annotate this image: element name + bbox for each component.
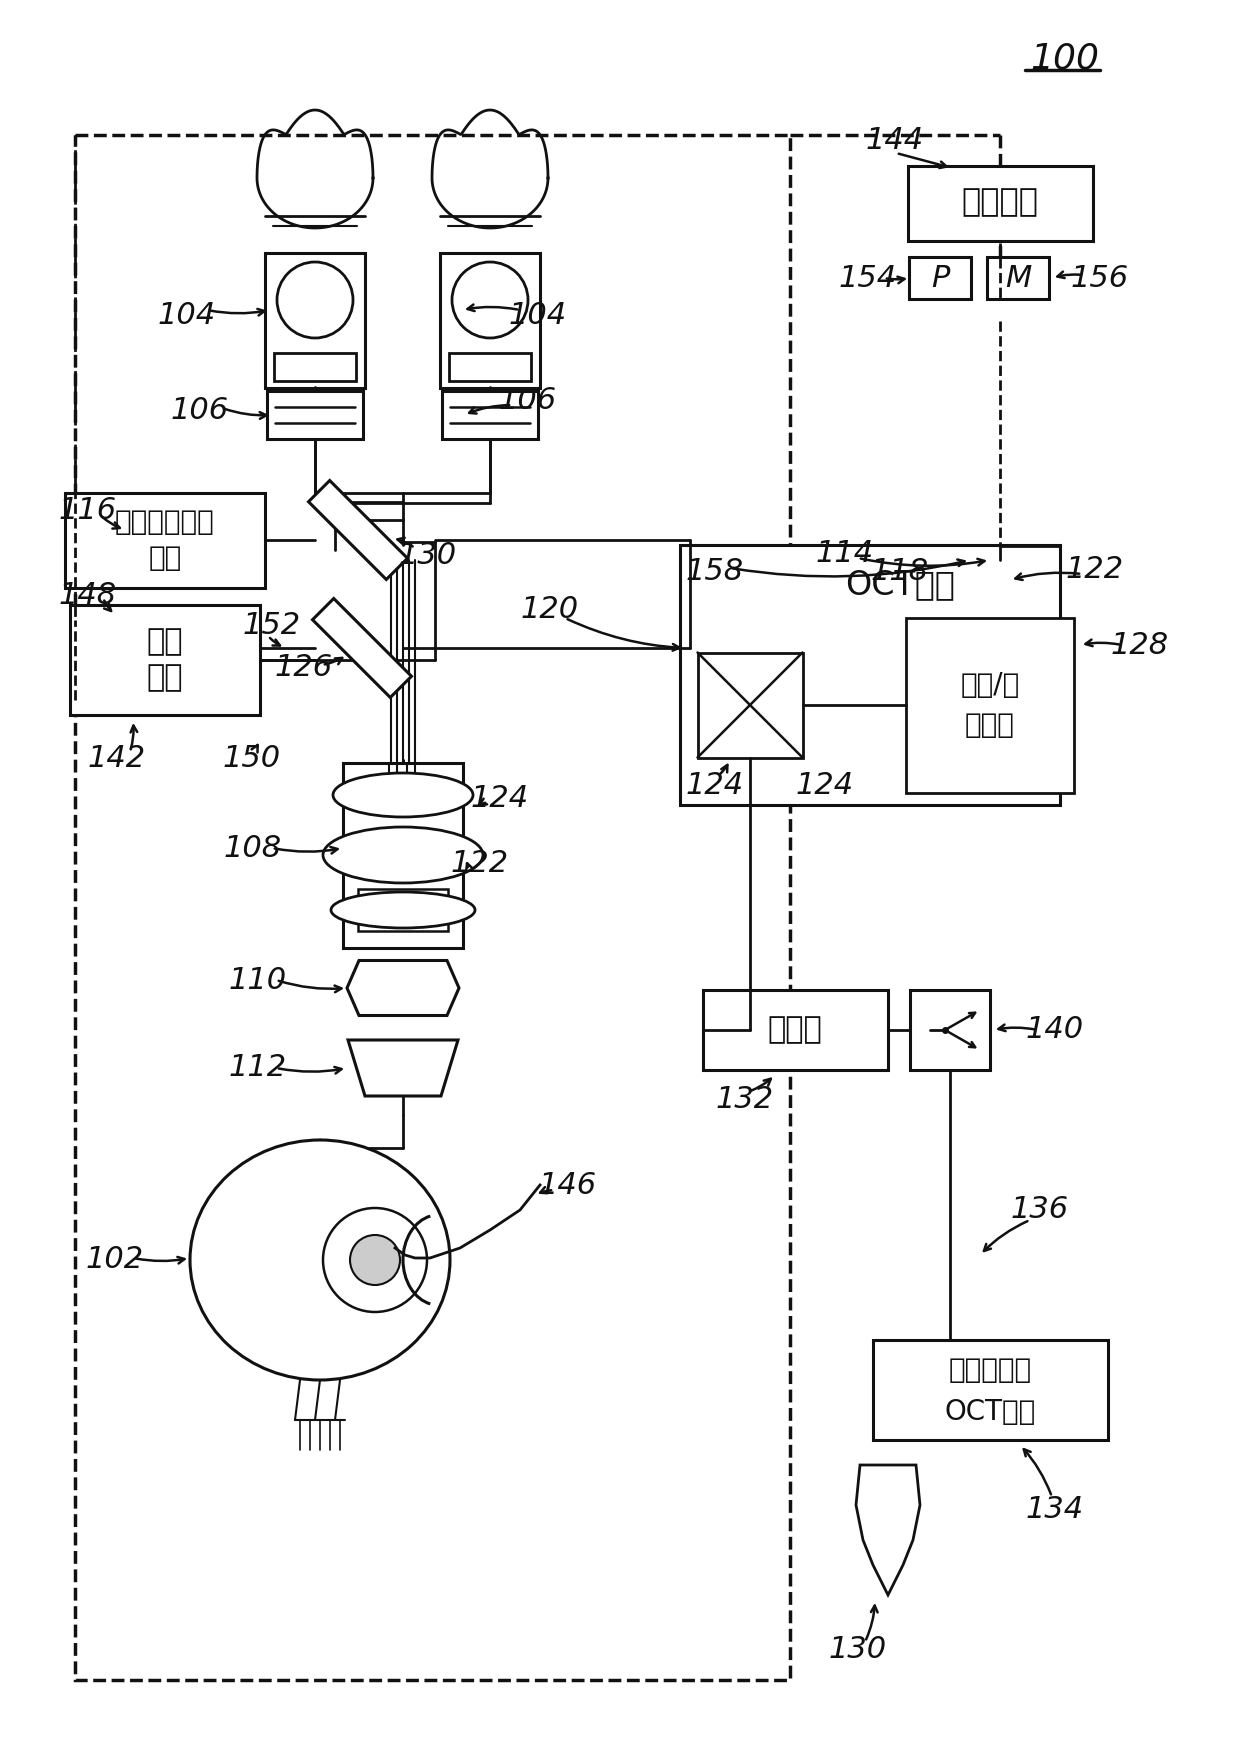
Bar (697, 653, 802, 758)
Ellipse shape (350, 1235, 401, 1286)
Bar (274, 354, 356, 382)
Bar (440, 253, 539, 387)
Ellipse shape (277, 262, 353, 338)
Bar (909, 257, 971, 299)
Text: 140: 140 (1025, 1015, 1084, 1045)
Text: 158: 158 (686, 558, 744, 586)
Ellipse shape (322, 1208, 427, 1312)
Text: 基于探针的: 基于探针的 (949, 1356, 1032, 1384)
Text: 152: 152 (243, 610, 301, 640)
Bar (64, 493, 265, 588)
Bar (906, 617, 1074, 793)
Text: 显示器: 显示器 (768, 1015, 822, 1045)
Text: 100: 100 (1030, 40, 1100, 76)
Bar (358, 888, 448, 931)
Text: 104: 104 (157, 301, 216, 329)
Text: 124: 124 (796, 770, 854, 800)
Text: 132: 132 (715, 1085, 774, 1115)
Ellipse shape (453, 262, 528, 338)
Text: 122: 122 (451, 848, 510, 878)
Text: OCT系统: OCT系统 (945, 1398, 1035, 1427)
Text: 154: 154 (839, 264, 897, 292)
Bar (74, 135, 790, 1680)
Text: 114: 114 (816, 538, 874, 568)
Text: 124: 124 (686, 770, 744, 800)
Text: 120: 120 (521, 596, 579, 624)
Text: 单元: 单元 (146, 663, 184, 693)
Polygon shape (309, 480, 408, 579)
Text: 110: 110 (229, 966, 288, 994)
Text: 130: 130 (399, 540, 458, 570)
Text: 116: 116 (60, 496, 117, 524)
Text: 136: 136 (1011, 1196, 1069, 1224)
Bar (680, 545, 1060, 806)
Text: 104: 104 (508, 301, 567, 329)
Bar (343, 762, 463, 948)
Text: 122: 122 (1066, 556, 1125, 584)
Text: 128: 128 (1111, 630, 1169, 660)
Text: 130: 130 (828, 1636, 887, 1664)
Text: 118: 118 (870, 558, 929, 586)
Text: 108: 108 (224, 834, 281, 862)
Text: 析单元: 析单元 (965, 711, 1014, 739)
Polygon shape (347, 960, 459, 1015)
Text: 106: 106 (171, 396, 229, 424)
Text: 124: 124 (471, 783, 529, 813)
Bar (69, 605, 260, 714)
Text: 成像: 成像 (146, 628, 184, 656)
Bar (873, 1340, 1107, 1441)
Bar (449, 354, 531, 382)
Text: 106: 106 (498, 385, 557, 415)
Polygon shape (856, 1465, 920, 1595)
Polygon shape (312, 598, 412, 698)
Polygon shape (348, 1040, 458, 1096)
Text: 单元: 单元 (149, 544, 181, 572)
Text: 142: 142 (88, 744, 146, 772)
Text: 实时数据投影: 实时数据投影 (115, 508, 215, 536)
Text: M: M (1004, 264, 1032, 292)
Text: 102: 102 (86, 1245, 144, 1275)
Text: 148: 148 (60, 580, 117, 610)
Text: 146: 146 (539, 1170, 598, 1200)
Text: 156: 156 (1071, 264, 1130, 292)
Ellipse shape (190, 1140, 450, 1381)
Ellipse shape (334, 772, 472, 816)
Bar (908, 165, 1092, 241)
Bar (441, 390, 538, 440)
Text: 跟踪单元: 跟踪单元 (961, 188, 1039, 218)
Bar (267, 390, 363, 440)
Bar (910, 990, 990, 1069)
Text: 112: 112 (229, 1054, 288, 1082)
Bar (987, 257, 1049, 299)
Bar (265, 253, 365, 387)
Bar (703, 990, 888, 1069)
Text: 150: 150 (223, 744, 281, 772)
Text: 134: 134 (1025, 1495, 1084, 1525)
Text: 126: 126 (275, 654, 334, 682)
Text: 144: 144 (866, 125, 924, 155)
Ellipse shape (331, 892, 475, 929)
Ellipse shape (322, 827, 484, 883)
Text: OCT系统: OCT系统 (846, 568, 955, 602)
Text: 光源/分: 光源/分 (960, 670, 1019, 698)
Text: P: P (931, 264, 949, 292)
